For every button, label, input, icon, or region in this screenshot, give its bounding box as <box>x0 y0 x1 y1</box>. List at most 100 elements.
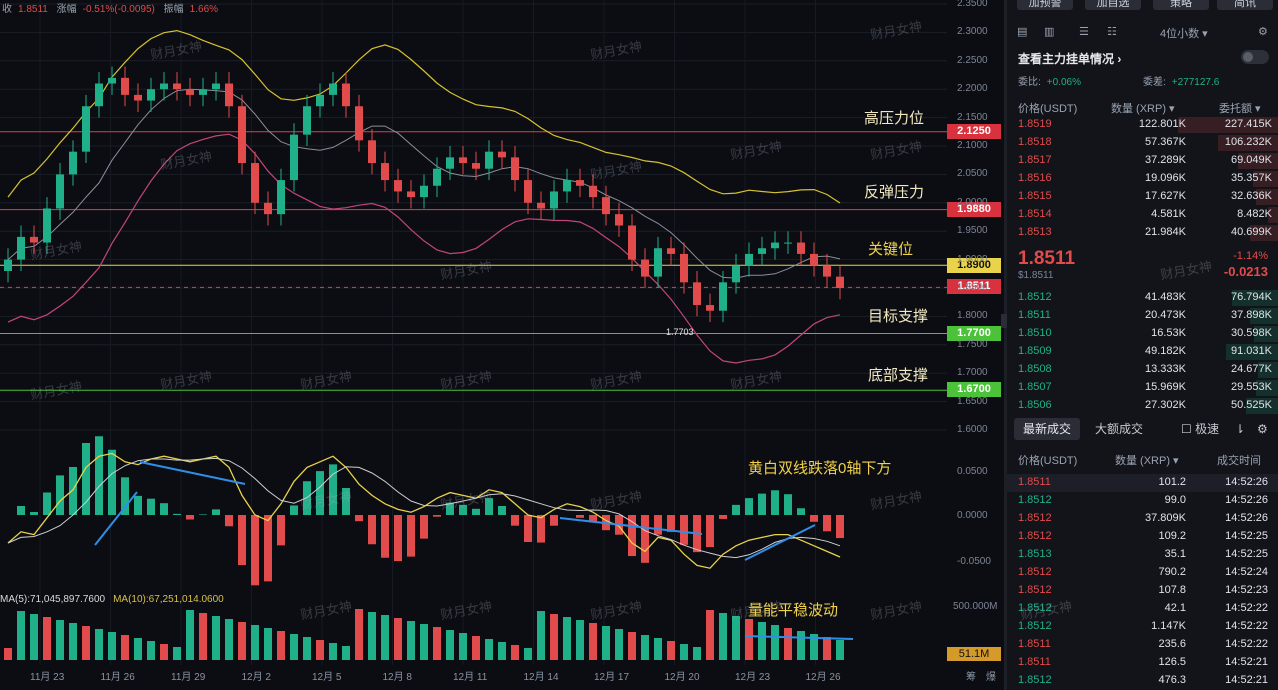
time-axis-tick: 12月 23 <box>735 672 771 683</box>
volume-bar <box>173 647 181 660</box>
trade-settings-icon[interactable]: ⚙ <box>1257 422 1268 436</box>
filter-icon[interactable]: ⇂ <box>1235 422 1246 436</box>
burst-button[interactable]: 爆 <box>986 672 996 683</box>
volume-bar <box>732 616 740 660</box>
book-view-asks-icon[interactable]: ☰ <box>1079 26 1089 38</box>
order-row[interactable]: 1.8519 122.801K 227.415K <box>1007 116 1278 134</box>
candle-body <box>173 83 181 90</box>
time-axis-tick: 11月 29 <box>171 672 206 683</box>
candle-body <box>524 180 532 203</box>
macd-histogram-bar <box>667 515 675 532</box>
book-view-bids-icon[interactable]: ▥ <box>1044 26 1055 38</box>
precision-select[interactable]: 4位小数 ▾ <box>1160 28 1208 40</box>
macd-histogram-bar <box>641 515 649 563</box>
order-row[interactable]: 1.8517 37.289K 69.049K <box>1007 152 1278 170</box>
main-force-link[interactable]: 查看主力挂单情况 › <box>1018 52 1122 66</box>
candle-body <box>576 180 584 186</box>
amount-select[interactable]: 委托额 ▾ <box>1219 103 1261 115</box>
candle-body <box>329 83 337 95</box>
trade-row: 1.8512 37.809K 14:52:26 <box>1018 512 1268 524</box>
candle-body <box>537 202 545 209</box>
order-row[interactable]: 1.8515 17.627K 32.636K <box>1007 188 1278 206</box>
order-row[interactable]: 1.8516 19.096K 35.357K <box>1007 170 1278 188</box>
order-row[interactable]: 1.8508 13.333K 24.677K <box>1007 361 1278 379</box>
macd-histogram-bar <box>134 495 142 515</box>
order-row[interactable]: 1.8510 16.53K 30.598K <box>1007 325 1278 343</box>
volume-bar <box>823 637 831 660</box>
tab-add-watch[interactable]: 加预警 <box>1017 0 1073 10</box>
tab-large-trades[interactable]: 大额成交 <box>1095 422 1144 436</box>
fast-mode-checkbox[interactable]: ☐ 极速 <box>1181 422 1220 436</box>
price-axis-tick: 2.3500 <box>957 0 988 9</box>
order-row[interactable]: 1.8511 20.473K 37.898K <box>1007 307 1278 325</box>
candle-body <box>303 106 311 135</box>
macd-histogram-bar <box>537 515 545 543</box>
macd-histogram-bar <box>823 515 831 532</box>
order-row[interactable]: 1.8512 41.483K 76.794K <box>1007 289 1278 307</box>
candle-body <box>4 259 12 271</box>
volume-bar <box>485 639 493 660</box>
candle-body <box>758 248 766 254</box>
price-axis-tick: 1.7000 <box>957 367 988 379</box>
settings-icon[interactable]: ⚙ <box>1258 26 1268 38</box>
trade-qty-select[interactable]: 数量 (XRP) ▾ <box>1115 455 1179 467</box>
ma10-label: MA(10):67,251,014.0600 <box>113 594 224 605</box>
qty-unit-select[interactable]: 数量 (XRP) ▾ <box>1111 103 1175 115</box>
volume-bar <box>706 610 714 660</box>
candle-body <box>810 253 818 266</box>
volume-bar <box>108 632 116 660</box>
order-row[interactable]: 1.8506 27.302K 50.525K <box>1007 397 1278 415</box>
trade-row: 1.8512 1.147K 14:52:22 <box>1018 620 1268 632</box>
price-axis-tick: 2.2000 <box>957 83 988 95</box>
candle-body <box>368 140 376 164</box>
order-row[interactable]: 1.8518 57.367K 106.232K <box>1007 134 1278 152</box>
macd-histogram-bar <box>160 503 168 515</box>
order-row[interactable]: 1.8509 49.182K 91.031K <box>1007 343 1278 361</box>
main-force-toggle[interactable] <box>1241 50 1269 64</box>
entrust-diff: 委差: +277127.6 <box>1143 77 1220 88</box>
macd-histogram-bar <box>771 490 779 515</box>
chart-area[interactable]: 收 1.8511 涨幅 -0.51%(-0.0095) 振幅 1.66% 高压力位 反… <box>0 0 1005 690</box>
volume-bar <box>615 629 623 660</box>
panel-divider[interactable] <box>1004 0 1007 690</box>
order-row[interactable]: 1.8513 21.984K 40.699K <box>1007 224 1278 242</box>
volume-bar <box>381 615 389 660</box>
collapse-handle[interactable] <box>1001 314 1007 328</box>
volume-bar <box>82 626 90 660</box>
book-view-both-icon[interactable]: ▤ <box>1017 26 1028 38</box>
macd-histogram-bar <box>95 436 103 515</box>
book-view-depth-icon[interactable]: ☷ <box>1107 26 1117 38</box>
low-price-label: 1.7703 <box>666 327 694 337</box>
candle-body <box>108 77 116 84</box>
candlestick-chart[interactable] <box>0 0 1005 690</box>
trade-row: 1.8513 35.1 14:52:25 <box>1018 548 1268 560</box>
volume-bar <box>290 634 298 660</box>
annotation-volume: 量能平稳波动 <box>748 602 839 619</box>
macd-histogram-bar <box>784 494 792 515</box>
tab-latest-trades[interactable]: 最新成交 <box>1014 418 1080 440</box>
trade-row: 1.8512 99.0 14:52:26 <box>1018 494 1268 506</box>
chip-button[interactable]: 筹 <box>966 672 976 683</box>
price-tag-resistance-1: 2.1250 <box>947 124 1001 139</box>
volume-bar <box>784 628 792 660</box>
trend-arrow <box>744 524 816 561</box>
volume-bar <box>719 613 727 660</box>
order-row[interactable]: 1.8507 15.969K 29.553K <box>1007 379 1278 397</box>
macd-histogram-bar <box>212 509 220 515</box>
volume-bar <box>95 629 103 660</box>
volume-bar <box>17 611 25 660</box>
volume-bar <box>550 614 558 660</box>
time-axis-tick: 12月 11 <box>453 672 488 683</box>
macd-histogram-bar <box>407 515 415 557</box>
candle-body <box>238 106 246 164</box>
volume-bar <box>420 624 428 660</box>
macd-histogram-bar <box>758 493 766 515</box>
candle-body <box>17 236 25 260</box>
candle-body <box>134 94 142 101</box>
price-tag-support-2: 1.6700 <box>947 382 1001 397</box>
tab-strategy[interactable]: 策略 <box>1153 0 1209 10</box>
volume-bar <box>316 640 324 660</box>
tab-news[interactable]: 简讯 <box>1217 0 1273 10</box>
tab-add-favorite[interactable]: 加自选 <box>1085 0 1141 10</box>
order-row[interactable]: 1.8514 4.581K 8.482K <box>1007 206 1278 224</box>
